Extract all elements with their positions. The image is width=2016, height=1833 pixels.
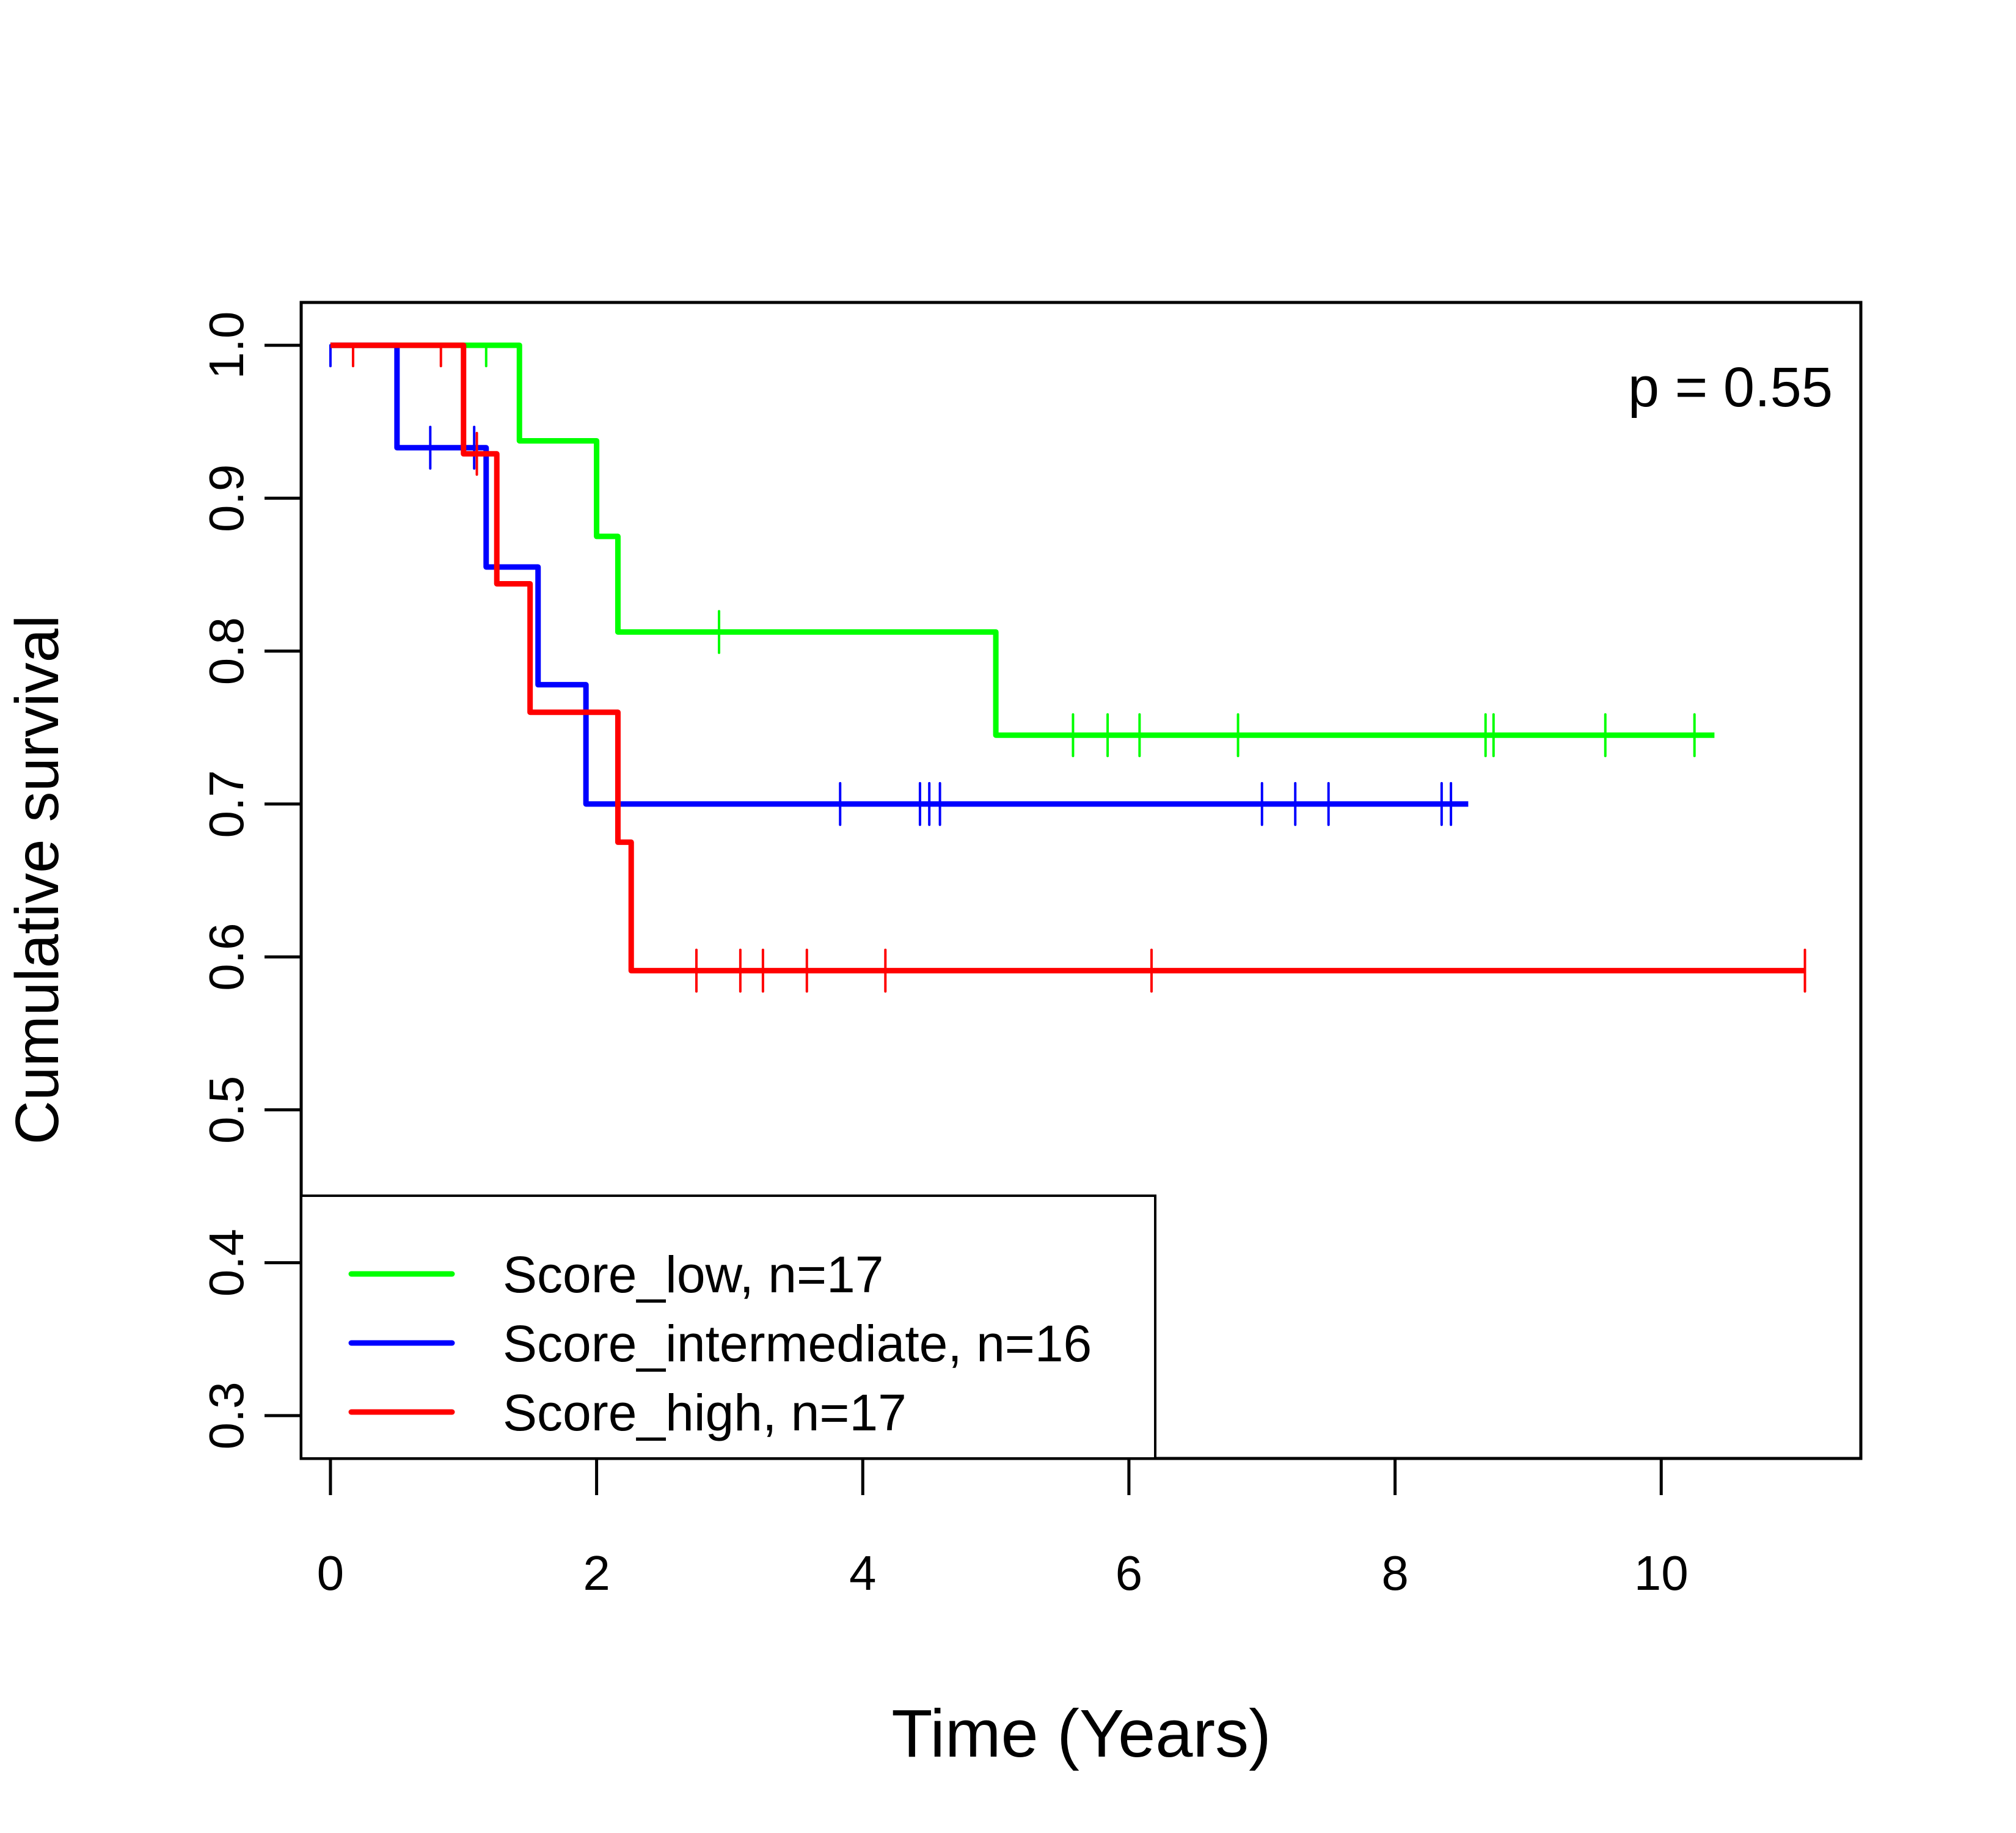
- x-tick-label: 0: [317, 1546, 345, 1600]
- x-axis: 0 2 4 6 8 10: [317, 1458, 1689, 1600]
- x-tick-label: 2: [583, 1546, 610, 1600]
- series-low: [330, 342, 1715, 758]
- y-tick-label: 0.3: [199, 1381, 254, 1449]
- survival-curve: [330, 342, 1469, 807]
- legend-label: Score_low, n=17: [503, 1246, 883, 1303]
- y-axis-label: Cumulative survival: [3, 615, 71, 1145]
- series-high: [330, 342, 1806, 993]
- y-tick-label: 0.6: [199, 923, 254, 991]
- y-tick-label: 0.4: [199, 1229, 254, 1297]
- x-tick-label: 10: [1634, 1546, 1689, 1600]
- y-tick-label: 1.0: [199, 311, 254, 379]
- x-tick-label: 4: [849, 1546, 877, 1600]
- y-tick-label: 0.9: [199, 464, 254, 532]
- y-tick-label: 0.8: [199, 617, 254, 685]
- p-value-annotation: p = 0.55: [1628, 356, 1833, 419]
- y-tick-label: 0.5: [199, 1076, 254, 1144]
- legend: Score_low, n=17 Score_intermediate, n=16 S…: [300, 1195, 1156, 1460]
- x-tick-label: 8: [1381, 1546, 1409, 1600]
- survival-curve: [330, 342, 1715, 738]
- survival-curve: [330, 342, 1805, 974]
- x-axis-label: Time (Years): [891, 1696, 1271, 1771]
- y-tick-label: 0.7: [199, 770, 254, 838]
- legend-label: Score_intermediate, n=16: [503, 1315, 1092, 1372]
- series-intermediate: [329, 342, 1469, 826]
- x-tick-label: 6: [1116, 1546, 1143, 1600]
- curves-layer: [329, 342, 1806, 993]
- y-axis: 0.3 0.4 0.5 0.6 0.7 0.8 0.9 1.0: [199, 311, 301, 1450]
- legend-label: Score_high, n=17: [503, 1384, 907, 1441]
